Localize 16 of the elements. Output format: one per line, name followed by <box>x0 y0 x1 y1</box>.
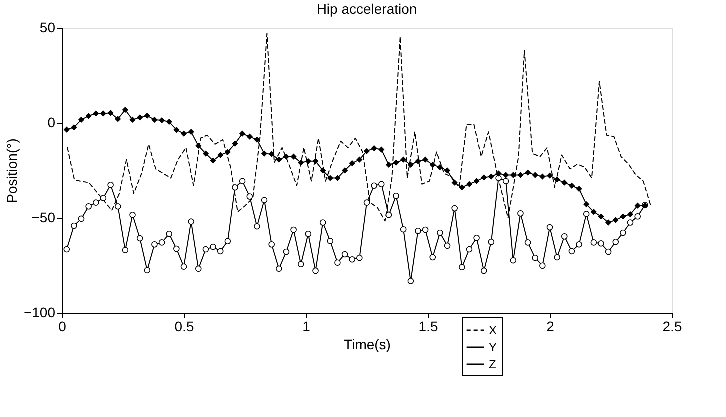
legend-label: Y <box>489 340 498 354</box>
y-tick-label: −50 <box>32 210 56 226</box>
x-axis-title: Time(s) <box>344 336 391 352</box>
x-tick-label: 1.5 <box>418 318 438 334</box>
x-tick-label: 0.5 <box>174 318 194 334</box>
y-axis-title: Position(°) <box>4 138 20 204</box>
x-tick-label: 2.5 <box>662 318 682 334</box>
y-tick-label: −100 <box>24 304 56 320</box>
y-tick-label: 0 <box>48 114 56 130</box>
legend-label: Z <box>489 358 496 372</box>
x-tick-label: 1 <box>302 318 311 334</box>
chart-title: Hip acceleration <box>316 1 418 17</box>
y-tick-label: 50 <box>40 20 56 36</box>
x-tick-label: 0 <box>58 318 67 334</box>
legend-label: X <box>489 324 498 338</box>
x-tick-label: 2 <box>546 318 555 334</box>
